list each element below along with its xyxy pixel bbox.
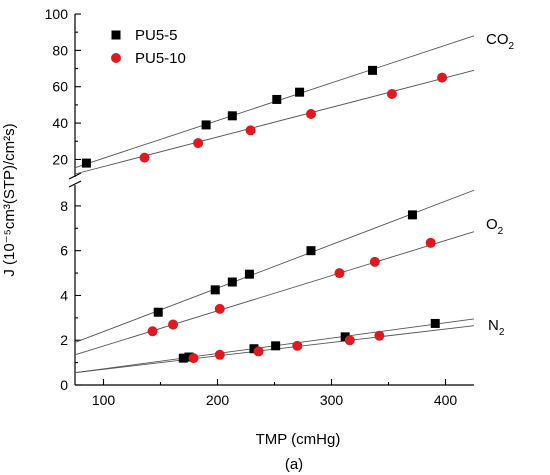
data-point-pu5-10-co2 [139,152,150,163]
gas-labels: CO2 O2 N2 [486,31,515,338]
y-lower-tick-label: 0 [60,377,68,393]
data-point-pu5-5-n2 [340,332,350,342]
y-upper-tick-label: 20 [52,151,68,167]
x-tick-label: 200 [206,392,230,408]
y-upper-tick-label: 80 [52,42,68,58]
fit-line-pu5-10-co2 [74,69,475,175]
x-tick-label: 400 [434,392,458,408]
data-point-pu5-10-co2 [245,125,256,136]
y-lower-tick-label: 6 [60,243,68,259]
x-tick-label: 100 [92,392,116,408]
data-point-pu5-5-co2 [272,94,282,104]
data-point-pu5-10-n2 [344,335,355,346]
y-lower-tick-label: 4 [60,287,68,303]
legend-marker-pu5-5 [111,30,121,40]
gas-label: N2 [488,317,505,338]
fit-line-pu5-10-o2 [74,231,475,356]
data-point-pu5-10-co2 [386,89,397,99]
legend: PU5-5 PU5-10 [111,27,186,67]
data-point-pu5-5-co2 [295,87,305,97]
y-axis-label: J (10⁻⁵cm³(STP)/cm²s) [1,123,18,276]
tick-labels: 100 200 300 400 20 40 60 80 100 0 2 4 6 8 [45,6,458,408]
data-point-pu5-5-o2 [407,210,417,220]
data-point-pu5-5-o2 [227,277,237,287]
data-point-pu5-5-n2 [178,353,188,363]
data-point-pu5-10-co2 [193,138,204,149]
data-point-pu5-5-co2 [81,158,91,168]
data-point-pu5-10-o2 [147,326,158,337]
data-point-pu5-10-n2 [214,349,225,360]
x-tick-label: 300 [320,392,344,408]
data-point-pu5-10-n2 [292,340,303,351]
plot-frame [68,13,474,386]
panel-label: (a) [285,456,303,473]
legend-label-pu5-5: PU5-5 [135,27,178,44]
data-point-pu5-10-co2 [305,109,316,119]
legend-label-pu5-10: PU5-10 [135,50,186,67]
gas-label: O2 [486,216,504,237]
data-point-pu5-10-o2 [168,319,179,330]
axis-break-mark [68,180,82,188]
data-point-pu5-5-o2 [244,269,254,279]
data-point-pu5-5-n2 [271,341,281,351]
data-point-pu5-5-co2 [201,120,211,130]
x-axis-label: TMP (cmHg) [256,431,341,448]
data-markers [81,65,448,364]
data-point-pu5-10-n2 [253,346,264,357]
data-point-pu5-5-n2 [249,344,259,354]
data-point-pu5-5-n2 [430,318,440,328]
legend-marker-pu5-10 [111,53,121,63]
data-point-pu5-10-n2 [188,353,199,364]
data-point-pu5-5-co2 [368,65,378,75]
data-point-pu5-10-o2 [425,237,436,248]
y-upper-tick-label: 100 [45,6,69,22]
y-upper-tick-label: 60 [52,79,68,95]
fit-line-pu5-5-o2 [74,189,475,343]
gas-label: CO2 [486,31,515,52]
data-point-pu5-10-o2 [369,256,380,267]
data-point-pu5-5-o2 [210,285,220,295]
y-lower-tick-label: 8 [60,198,68,214]
data-point-pu5-5-co2 [227,111,237,121]
data-point-pu5-10-o2 [334,268,345,279]
y-lower-tick-label: 2 [60,332,68,348]
y-upper-tick-label: 40 [52,115,68,131]
axis-break-mark [68,172,82,180]
data-point-pu5-10-n2 [374,330,385,341]
data-point-pu5-10-o2 [214,303,225,314]
data-point-pu5-10-co2 [437,72,448,83]
data-point-pu5-5-o2 [153,307,163,317]
fit-lines [74,35,475,374]
data-point-pu5-5-o2 [306,246,316,256]
